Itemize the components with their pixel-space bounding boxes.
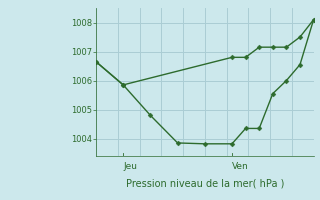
Text: Pression niveau de la mer( hPa ): Pression niveau de la mer( hPa ) (126, 178, 284, 188)
Text: Jeu: Jeu (123, 162, 137, 171)
Text: Ven: Ven (232, 162, 249, 171)
